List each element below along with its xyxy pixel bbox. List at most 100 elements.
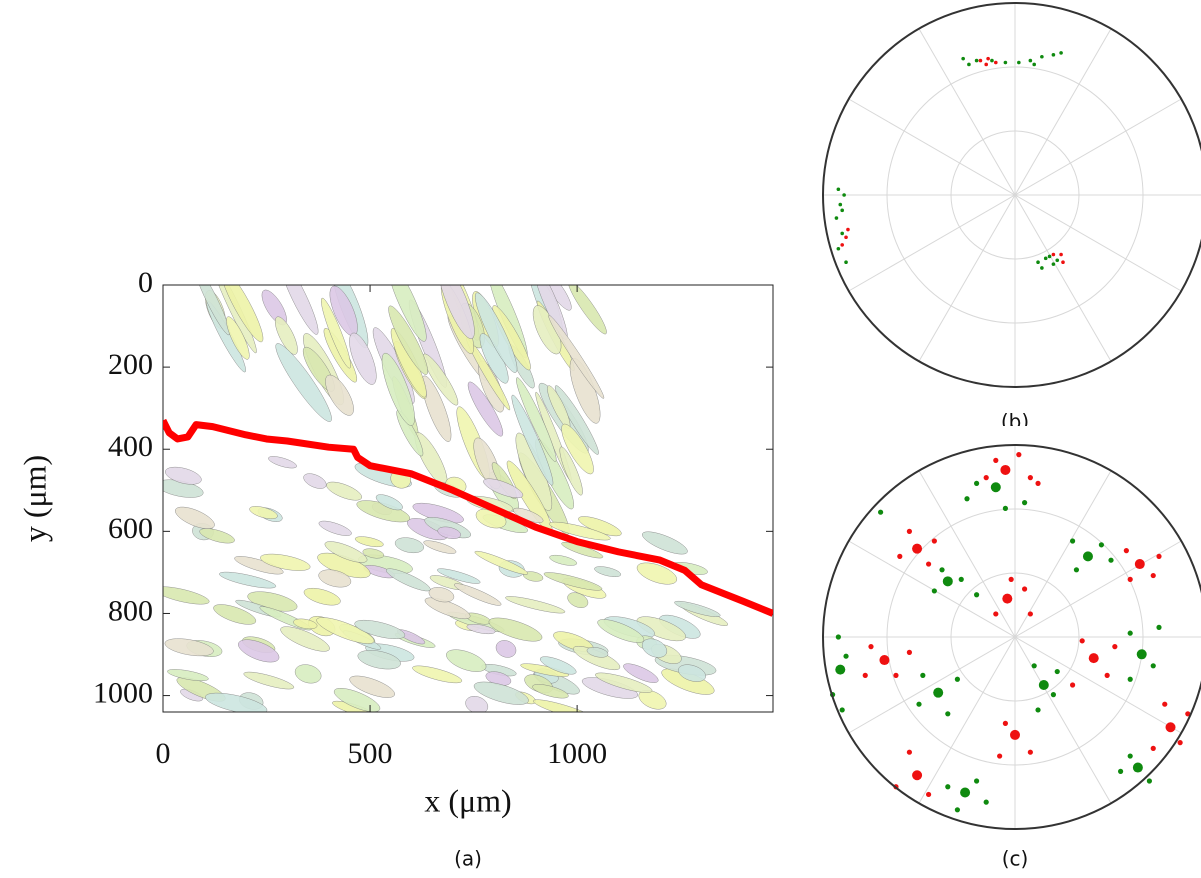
grain [260, 553, 311, 571]
grain [543, 572, 603, 591]
grain [316, 617, 375, 644]
pole-point [931, 538, 937, 544]
pole-point [1123, 548, 1129, 554]
grain [549, 554, 578, 566]
grain [333, 688, 381, 712]
pole-point [974, 592, 980, 598]
boundary-line [163, 418, 773, 617]
grain [303, 587, 341, 606]
pole-point [1028, 58, 1033, 63]
grain [199, 528, 235, 544]
polar-frame [822, 2, 1201, 388]
grain [280, 626, 330, 652]
grain [559, 446, 583, 496]
grain [623, 663, 659, 683]
pole-point [840, 243, 844, 247]
pole-point [1134, 559, 1145, 570]
pole-point [1150, 663, 1156, 669]
pole-point [1032, 62, 1036, 67]
grain [194, 285, 230, 336]
pole-point [954, 807, 961, 813]
polar-spoke [848, 98, 1182, 292]
pole-point [1059, 51, 1063, 55]
grain [438, 285, 475, 339]
grain [423, 540, 457, 554]
pole-point [893, 672, 899, 679]
pole-point [964, 496, 970, 502]
pole-point [1055, 258, 1060, 263]
pole-point [906, 649, 913, 655]
grain [279, 285, 319, 335]
pole-point [1070, 538, 1076, 544]
pole-point [993, 611, 999, 617]
grain [495, 640, 517, 658]
pole-point [1051, 53, 1056, 57]
grain [532, 684, 569, 699]
pole-point [842, 193, 846, 197]
pole-point [1040, 266, 1044, 270]
grain [642, 531, 688, 555]
grain [357, 650, 401, 670]
grain [488, 617, 543, 642]
grain [219, 571, 277, 589]
grain [674, 600, 721, 617]
grain [293, 618, 318, 630]
pole-point [840, 208, 844, 213]
grain [324, 541, 368, 563]
pole-point [954, 676, 961, 682]
pole-point [912, 543, 923, 554]
pole-point [1073, 567, 1080, 573]
grain [349, 675, 395, 698]
caption: (a) [454, 847, 482, 871]
pole-point [939, 567, 945, 573]
pole-point [1118, 768, 1124, 775]
grain [268, 456, 297, 469]
pole-point [945, 711, 951, 717]
x-axis-label: x (μm) [424, 782, 511, 818]
grain [678, 664, 706, 682]
pole-point [1022, 586, 1028, 592]
grain [465, 696, 489, 712]
pole-point [1177, 740, 1183, 746]
pole-point [1127, 676, 1133, 682]
pole-point [926, 791, 932, 798]
grain [437, 568, 481, 584]
grain [467, 381, 504, 437]
grain [381, 352, 415, 426]
grain [387, 285, 427, 342]
grain [243, 671, 295, 690]
pole-point [1108, 557, 1114, 563]
y-tick-label: 0 [138, 266, 153, 299]
pole-point [1162, 701, 1168, 707]
grain [505, 596, 566, 614]
grain [220, 285, 264, 343]
pole-point [942, 576, 953, 587]
pole-point [1043, 256, 1048, 261]
y-axis-label: y (μm) [16, 455, 52, 542]
pole-point [986, 56, 990, 61]
pole-point [836, 246, 841, 251]
pole-point [879, 655, 890, 666]
pole-point [931, 588, 937, 594]
y-tick-label: 200 [108, 348, 153, 381]
pole-point [1059, 252, 1063, 257]
grain [446, 649, 487, 672]
grain [164, 638, 214, 657]
pole-point [978, 58, 983, 63]
grain [294, 664, 322, 684]
grain [238, 639, 280, 663]
pole-point [1054, 668, 1060, 675]
pole-point [916, 701, 922, 707]
pole-point [1031, 663, 1037, 669]
pole-point [906, 749, 913, 755]
pole-point [1002, 505, 1009, 511]
pole-point [846, 227, 850, 232]
grain [354, 536, 384, 548]
pole-point [1016, 452, 1022, 458]
pole-point [1104, 672, 1110, 679]
grain [483, 478, 524, 499]
grain [523, 571, 544, 582]
pole-point [1027, 611, 1033, 617]
grain [321, 297, 351, 369]
